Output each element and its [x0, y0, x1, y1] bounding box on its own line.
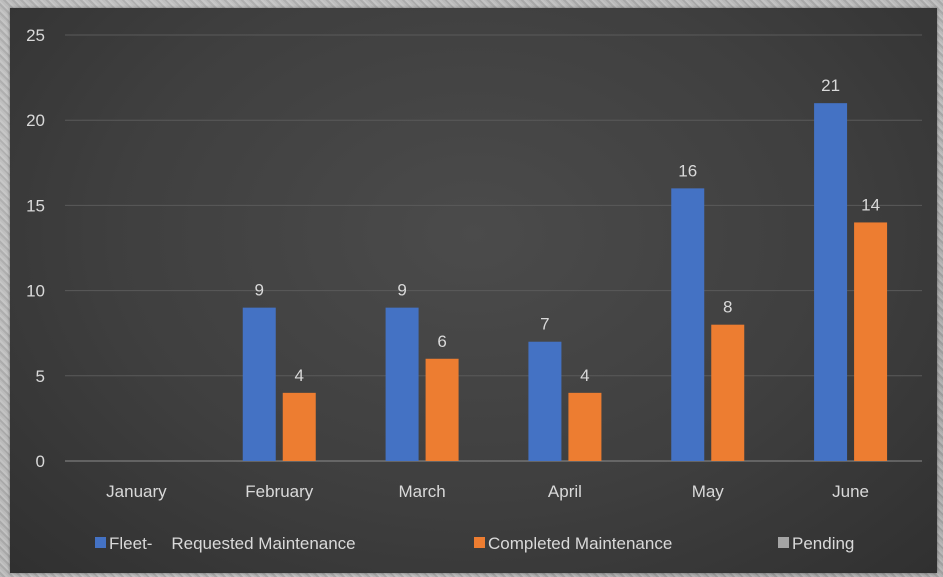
y-tick-label: 10 — [26, 282, 45, 301]
y-tick-label: 15 — [26, 196, 45, 215]
data-label: 6 — [437, 332, 446, 351]
bar-february-0 — [242, 307, 276, 461]
x-tick-label: June — [832, 482, 869, 501]
y-tick-label: 0 — [36, 452, 45, 471]
bar-march-0 — [385, 307, 419, 461]
y-axis-ticks: 0 5 10 15 20 25 — [26, 26, 45, 471]
y-tick-label: 5 — [36, 367, 45, 386]
data-labels: 9 4 9 6 7 4 16 8 21 14 — [255, 76, 881, 385]
data-label: 16 — [678, 161, 697, 180]
bar-april-1 — [568, 392, 602, 461]
data-label: 21 — [821, 76, 840, 95]
data-label: 7 — [540, 315, 549, 334]
data-label: 8 — [723, 298, 732, 317]
legend-label: Completed Maintenance — [488, 534, 672, 553]
legend-label: Pending — [792, 534, 854, 553]
data-label: 14 — [861, 195, 880, 214]
data-label: 4 — [295, 366, 304, 385]
data-label: 9 — [397, 281, 406, 300]
data-label: 9 — [255, 281, 264, 300]
gridlines — [65, 34, 922, 462]
x-tick-label: March — [398, 482, 445, 501]
bar-may-1 — [711, 324, 745, 461]
bar-april-0 — [528, 341, 562, 461]
legend-swatch — [778, 537, 789, 548]
bar-may-0 — [671, 188, 705, 462]
legend-swatch — [95, 537, 106, 548]
legend-label: Fleet- Requested Maintenance — [109, 534, 356, 553]
x-tick-label: February — [245, 482, 314, 501]
x-tick-label: May — [692, 482, 725, 501]
y-tick-label: 25 — [26, 26, 45, 45]
legend-swatch — [474, 537, 485, 548]
x-tick-label: January — [106, 482, 167, 501]
legend: Fleet- Requested Maintenance Completed Ma… — [95, 534, 854, 553]
bar-june-0 — [814, 103, 848, 461]
x-axis-ticks: January February March April May June — [106, 482, 869, 501]
data-label: 4 — [580, 366, 589, 385]
x-tick-label: April — [548, 482, 582, 501]
y-tick-label: 20 — [26, 111, 45, 130]
bars — [242, 103, 888, 462]
bar-march-1 — [425, 358, 459, 461]
bar-june-1 — [854, 222, 888, 461]
bar-february-1 — [282, 392, 316, 461]
